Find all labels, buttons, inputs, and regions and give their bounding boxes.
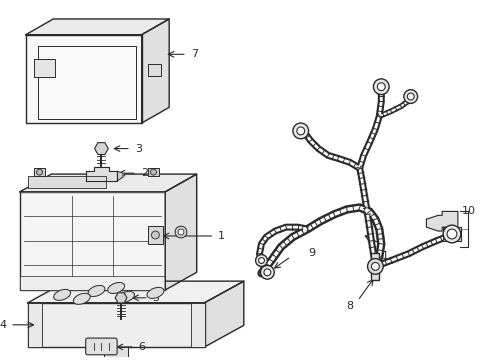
Ellipse shape <box>107 283 124 293</box>
Bar <box>371 253 379 280</box>
Text: 4: 4 <box>0 320 6 330</box>
Bar <box>442 227 460 241</box>
Circle shape <box>377 83 385 91</box>
Circle shape <box>264 269 270 276</box>
Ellipse shape <box>54 289 70 300</box>
Circle shape <box>403 90 417 103</box>
Ellipse shape <box>147 287 163 298</box>
Circle shape <box>442 225 460 243</box>
Bar <box>34 59 55 77</box>
Bar <box>20 192 165 290</box>
Circle shape <box>407 93 413 100</box>
Ellipse shape <box>117 291 134 302</box>
Circle shape <box>178 229 183 235</box>
Text: 5: 5 <box>152 293 159 303</box>
Text: 9: 9 <box>308 248 315 258</box>
Bar <box>190 303 204 347</box>
Polygon shape <box>26 19 169 35</box>
Text: 2: 2 <box>141 168 147 178</box>
Polygon shape <box>28 303 204 347</box>
Circle shape <box>296 127 304 135</box>
Circle shape <box>367 258 383 274</box>
Bar <box>147 64 161 76</box>
Bar <box>147 168 159 176</box>
Bar <box>28 303 41 347</box>
Circle shape <box>255 255 267 266</box>
Text: 10: 10 <box>461 206 475 216</box>
Text: 8: 8 <box>346 301 353 311</box>
Ellipse shape <box>73 293 90 304</box>
Polygon shape <box>117 171 123 181</box>
Polygon shape <box>20 174 196 192</box>
Circle shape <box>371 262 379 270</box>
Polygon shape <box>204 281 244 347</box>
FancyBboxPatch shape <box>85 338 117 355</box>
Bar <box>147 226 163 244</box>
Polygon shape <box>426 211 457 231</box>
Bar <box>20 276 165 290</box>
Text: 7: 7 <box>190 49 198 59</box>
Bar <box>34 168 45 176</box>
Text: 6: 6 <box>139 342 145 352</box>
Bar <box>28 176 106 188</box>
Circle shape <box>150 169 156 175</box>
Circle shape <box>292 123 308 139</box>
Text: 11: 11 <box>375 251 389 261</box>
Polygon shape <box>165 174 196 290</box>
Circle shape <box>260 265 274 279</box>
Circle shape <box>373 79 388 95</box>
Circle shape <box>37 169 42 175</box>
Circle shape <box>446 229 456 239</box>
Circle shape <box>175 226 186 238</box>
Polygon shape <box>85 167 117 181</box>
Polygon shape <box>142 19 169 123</box>
Ellipse shape <box>88 285 105 297</box>
Bar <box>104 347 128 357</box>
Text: 3: 3 <box>135 144 142 154</box>
Circle shape <box>258 257 264 264</box>
Polygon shape <box>28 281 244 303</box>
Polygon shape <box>26 35 142 123</box>
Text: 1: 1 <box>218 231 225 241</box>
Circle shape <box>151 231 159 239</box>
